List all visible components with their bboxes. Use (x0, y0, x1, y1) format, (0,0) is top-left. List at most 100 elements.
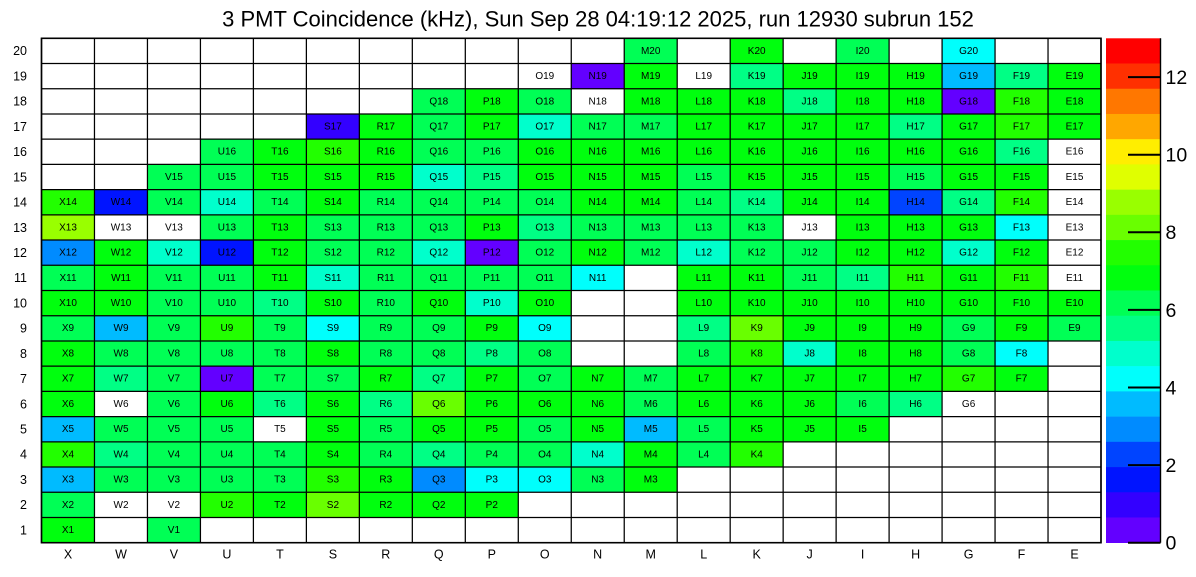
svg-text:U5: U5 (221, 424, 234, 435)
svg-text:I12: I12 (856, 248, 870, 259)
svg-text:O13: O13 (535, 222, 554, 233)
svg-text:S9: S9 (327, 323, 340, 334)
svg-text:7: 7 (20, 372, 27, 386)
svg-text:Q12: Q12 (429, 248, 448, 259)
svg-text:V11: V11 (165, 273, 182, 284)
svg-text:I7: I7 (858, 374, 867, 385)
svg-text:T7: T7 (274, 374, 286, 385)
svg-text:L5: L5 (698, 424, 710, 435)
svg-text:J14: J14 (802, 197, 819, 208)
svg-text:F19: F19 (1013, 71, 1031, 82)
svg-text:Q7: Q7 (432, 374, 446, 385)
svg-text:O: O (540, 548, 550, 562)
svg-text:R16: R16 (377, 147, 396, 158)
svg-text:T3: T3 (274, 475, 286, 486)
svg-text:M3: M3 (644, 475, 658, 486)
svg-text:H12: H12 (906, 248, 925, 259)
svg-text:I15: I15 (856, 172, 870, 183)
svg-text:L9: L9 (698, 323, 710, 334)
svg-text:L10: L10 (695, 298, 712, 309)
svg-text:P16: P16 (483, 147, 501, 158)
svg-text:K10: K10 (748, 298, 766, 309)
svg-text:P4: P4 (486, 449, 499, 460)
svg-text:3 PMT Coincidence (kHz), Sun S: 3 PMT Coincidence (kHz), Sun Sep 28 04:1… (222, 7, 974, 32)
svg-text:Q6: Q6 (432, 399, 446, 410)
svg-text:T13: T13 (271, 222, 289, 233)
svg-text:S7: S7 (327, 374, 340, 385)
svg-text:H14: H14 (906, 197, 925, 208)
svg-text:M6: M6 (644, 399, 658, 410)
svg-text:V7: V7 (168, 374, 181, 385)
svg-text:M17: M17 (641, 122, 661, 133)
svg-text:M: M (645, 548, 655, 562)
svg-text:R8: R8 (379, 349, 392, 360)
svg-text:I11: I11 (856, 273, 870, 284)
svg-text:W7: W7 (114, 374, 129, 385)
svg-text:N5: N5 (591, 424, 604, 435)
svg-text:S3: S3 (327, 475, 340, 486)
svg-text:T9: T9 (274, 323, 286, 334)
svg-text:G17: G17 (959, 122, 978, 133)
svg-text:R14: R14 (377, 197, 396, 208)
svg-text:P13: P13 (483, 222, 501, 233)
svg-text:19: 19 (13, 69, 27, 83)
svg-text:N4: N4 (591, 449, 604, 460)
svg-text:R17: R17 (377, 122, 396, 133)
svg-text:K6: K6 (751, 399, 764, 410)
svg-text:P12: P12 (483, 248, 501, 259)
svg-text:W14: W14 (111, 197, 132, 208)
svg-text:12: 12 (1166, 67, 1188, 89)
svg-text:W12: W12 (111, 248, 132, 259)
svg-text:R5: R5 (379, 424, 392, 435)
svg-text:R4: R4 (379, 449, 392, 460)
svg-text:F18: F18 (1013, 96, 1031, 107)
svg-text:E13: E13 (1066, 222, 1084, 233)
svg-text:J7: J7 (804, 374, 815, 385)
svg-text:U4: U4 (221, 449, 234, 460)
svg-text:M4: M4 (644, 449, 658, 460)
svg-text:T8: T8 (274, 349, 286, 360)
svg-text:E19: E19 (1066, 71, 1084, 82)
svg-text:1: 1 (20, 523, 27, 537)
svg-text:V3: V3 (168, 475, 181, 486)
svg-text:J18: J18 (802, 96, 819, 107)
svg-text:X: X (64, 548, 73, 562)
svg-text:K13: K13 (748, 222, 766, 233)
svg-text:E10: E10 (1066, 298, 1084, 309)
svg-text:E11: E11 (1066, 273, 1083, 284)
svg-text:6: 6 (20, 397, 27, 411)
svg-text:P2: P2 (486, 500, 499, 511)
svg-text:G6: G6 (962, 399, 976, 410)
svg-text:P5: P5 (486, 424, 499, 435)
svg-text:X13: X13 (59, 222, 77, 233)
svg-text:K18: K18 (748, 96, 766, 107)
svg-text:P9: P9 (486, 323, 499, 334)
svg-text:K9: K9 (751, 323, 764, 334)
svg-text:P11: P11 (483, 273, 500, 284)
svg-text:L12: L12 (695, 248, 712, 259)
svg-text:S: S (329, 548, 337, 562)
svg-text:Q13: Q13 (429, 222, 448, 233)
svg-text:O3: O3 (538, 475, 552, 486)
svg-text:H: H (911, 548, 920, 562)
svg-text:W11: W11 (111, 273, 131, 284)
svg-text:G16: G16 (959, 147, 978, 158)
svg-text:N3: N3 (591, 475, 604, 486)
svg-text:F11: F11 (1013, 273, 1030, 284)
svg-text:J: J (806, 548, 812, 562)
svg-text:X2: X2 (62, 500, 75, 511)
svg-text:V14: V14 (165, 197, 183, 208)
svg-text:13: 13 (13, 221, 27, 235)
svg-text:L8: L8 (698, 349, 710, 360)
svg-text:L18: L18 (695, 96, 712, 107)
svg-text:J5: J5 (804, 424, 815, 435)
svg-text:X12: X12 (59, 248, 77, 259)
svg-text:R11: R11 (377, 273, 395, 284)
svg-text:R: R (381, 548, 390, 562)
svg-text:L15: L15 (695, 172, 712, 183)
svg-text:T10: T10 (271, 298, 289, 309)
svg-text:P18: P18 (483, 96, 501, 107)
svg-text:U7: U7 (221, 374, 234, 385)
svg-text:L17: L17 (695, 122, 712, 133)
svg-text:I17: I17 (856, 122, 870, 133)
